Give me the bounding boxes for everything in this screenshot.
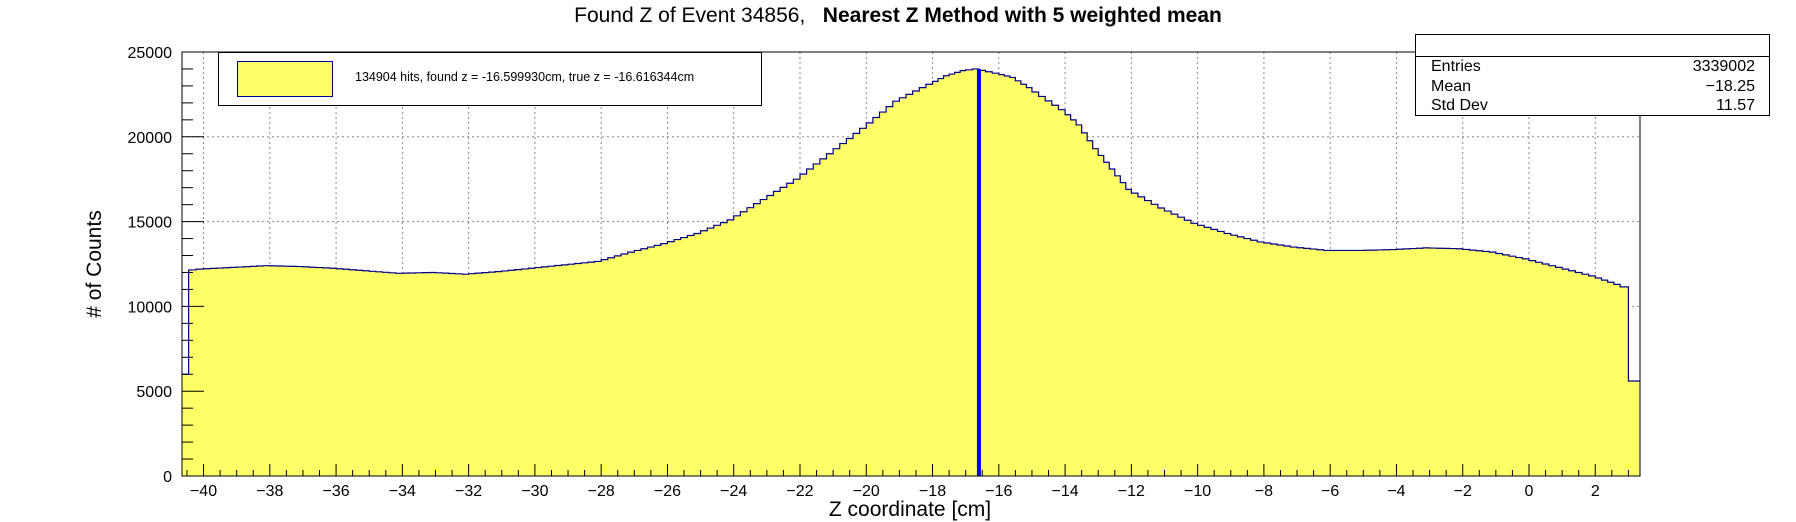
x-axis-title: Z coordinate [cm]: [829, 498, 991, 521]
stats-box: Entries 3339002 Mean −18.25 Std Dev 11.5…: [1415, 34, 1770, 116]
x-tick-label: 2: [1591, 483, 1600, 500]
histogram-outline: [182, 68, 1640, 382]
stats-stddev-value: 11.57: [1716, 97, 1755, 114]
plot-frame: [181, 51, 1641, 477]
x-tick-label: −12: [1118, 483, 1145, 500]
y-tick-label: 25000: [128, 45, 173, 62]
x-tick-label: −34: [389, 483, 416, 500]
y-tick-label: 5000: [136, 384, 172, 401]
stats-header: [1416, 35, 1769, 57]
y-axis-title: # of Counts: [83, 210, 106, 317]
y-tick-label: 15000: [128, 215, 173, 232]
x-tick-label: −18: [919, 483, 946, 500]
x-tick-label: −32: [455, 483, 482, 500]
stats-row-entries: Entries 3339002: [1416, 57, 1769, 77]
legend-label: 134904 hits, found z = -16.599930cm, tru…: [355, 70, 695, 84]
stats-entries-label: Entries: [1431, 58, 1481, 75]
stats-mean-label: Mean: [1431, 77, 1472, 95]
x-tick-label: −14: [1052, 483, 1079, 500]
x-tick-label: −26: [654, 483, 681, 500]
axes: −40 −38 −36 −34 −32 −30 −28 −26 −24 −22 −20 −18 −16−…: [128, 45, 1629, 500]
x-tick-label: −22: [786, 483, 813, 500]
x-tick-label: −28: [588, 483, 615, 500]
x-tick-label: −6: [1321, 483, 1339, 500]
x-tick-label: −16: [985, 483, 1012, 500]
legend-swatch: [237, 61, 333, 97]
x-tick-label: −4: [1387, 483, 1405, 500]
chart-title: Found Z of Event 34856, Nearest Z Method…: [0, 4, 1796, 28]
y-tick-label: 20000: [128, 130, 173, 147]
legend: 134904 hits, found z = -16.599930cm, tru…: [218, 52, 762, 106]
stats-entries-value: 3339002: [1692, 58, 1755, 75]
x-tick-label: −30: [521, 483, 548, 500]
histogram-series: [182, 68, 1640, 477]
x-tick-label: −24: [720, 483, 747, 500]
x-tick-label: −8: [1255, 483, 1273, 500]
y-tick-label: 0: [163, 469, 172, 486]
stats-row-mean: Mean −18.25: [1416, 77, 1769, 97]
y-tick-label: 10000: [128, 299, 173, 316]
x-tick-label: −10: [1184, 483, 1211, 500]
x-tick-label: −20: [853, 483, 880, 500]
x-tick-label: −36: [323, 483, 350, 500]
stats-stddev-label: Std Dev: [1431, 97, 1488, 114]
stats-mean-value: −18.25: [1705, 77, 1755, 95]
chart-title-bold: Nearest Z Method with 5 weighted mean: [822, 4, 1222, 27]
x-tick-label: −2: [1454, 483, 1472, 500]
x-tick-label: 0: [1525, 483, 1534, 500]
x-tick-label: −38: [256, 483, 283, 500]
stats-row-stddev: Std Dev 11.57: [1416, 96, 1769, 116]
x-tick-label: −40: [190, 483, 217, 500]
histogram-fill: [182, 68, 1640, 477]
chart-title-plain: Found Z of Event 34856,: [574, 4, 806, 27]
